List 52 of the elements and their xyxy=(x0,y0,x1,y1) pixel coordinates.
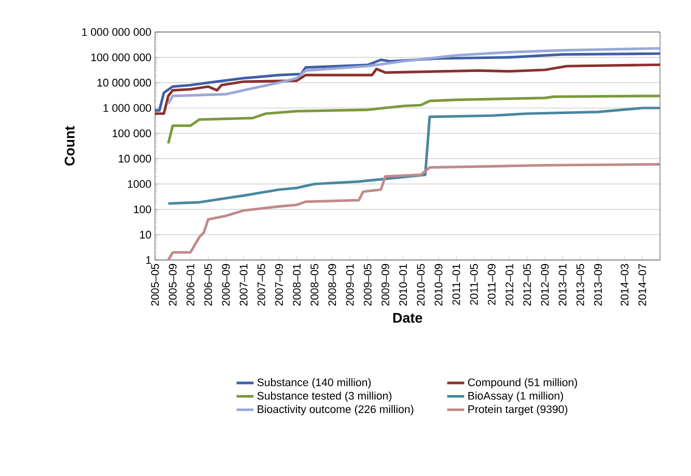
line-series xyxy=(166,47,660,105)
y-axis-title: Count xyxy=(64,126,75,166)
legend-label: BioAssay (1 million) xyxy=(468,392,563,402)
x-tick-label: 2009–05 xyxy=(364,264,372,306)
x-tick-label: 2014–03 xyxy=(620,264,628,306)
x-tick-label: 2005–09 xyxy=(168,264,177,306)
legend-label: Compound (51 million) xyxy=(468,378,578,388)
legend-label: Protein target (9390) xyxy=(468,405,568,416)
legend-label: Substance tested (3 million) xyxy=(257,392,392,402)
y-tick-label: 1000 xyxy=(128,180,152,188)
x-tick-label: 2010–09 xyxy=(434,264,442,306)
x-tick-label: 2008–01 xyxy=(292,264,301,306)
x-tick-label: 2006–09 xyxy=(222,264,230,306)
x-tick-label: 2007–05 xyxy=(257,264,266,306)
x-tick-label: 2006–01 xyxy=(186,264,194,306)
x-tick-label: 2010–01 xyxy=(399,264,407,306)
line-series xyxy=(166,94,660,145)
x-tick-label: 2013–05 xyxy=(576,264,584,306)
x-tick-label: 2012–09 xyxy=(540,264,549,306)
x-tick-label: 2009–09 xyxy=(381,264,390,306)
x-tick-label: 2009–01 xyxy=(346,264,354,306)
x-tick-label: 2013–01 xyxy=(558,264,566,306)
x-tick-label: 2010–05 xyxy=(416,264,425,306)
y-tick-label: 1 000 000 xyxy=(104,104,152,112)
x-tick-label: 2006–05 xyxy=(204,264,212,306)
y-tick-label: 1 000 000 000 xyxy=(82,28,152,36)
line-series xyxy=(155,63,660,115)
y-tick-label: 10 000 000 xyxy=(97,78,152,87)
line-series xyxy=(166,106,660,205)
x-tick-label: 2014–07 xyxy=(638,264,646,306)
x-tick-label: 2008–09 xyxy=(328,264,336,306)
y-tick-label: 10 xyxy=(140,230,152,239)
x-axis-title: Date xyxy=(393,313,422,323)
x-tick-label: 2013–09 xyxy=(594,264,602,306)
x-tick-label: 2005–05 xyxy=(151,264,159,306)
legend-label: Substance (140 million) xyxy=(257,378,371,388)
y-tick-label: 100 000 000 xyxy=(91,53,152,62)
x-tick-label: 2011–09 xyxy=(488,264,496,305)
x-tick-label: 2012–05 xyxy=(523,264,531,306)
y-tick-label: 1 xyxy=(146,256,151,264)
line-series xyxy=(155,52,660,112)
x-tick-label: 2008–05 xyxy=(310,264,318,306)
y-tick-label: 100 000 xyxy=(112,129,152,138)
line-series xyxy=(166,162,660,260)
y-tick-label: 10 000 xyxy=(118,154,152,163)
x-tick-label: 2011–05 xyxy=(470,264,478,305)
legend-label: Bioactivity outcome (226 million) xyxy=(258,405,414,416)
x-tick-label: 2011–01 xyxy=(452,264,460,305)
x-tick-label: 2007–09 xyxy=(275,264,283,306)
x-tick-label: 2007–01 xyxy=(240,264,248,306)
y-tick-label: 100 xyxy=(134,205,152,214)
x-tick-label: 2012–01 xyxy=(506,264,514,306)
